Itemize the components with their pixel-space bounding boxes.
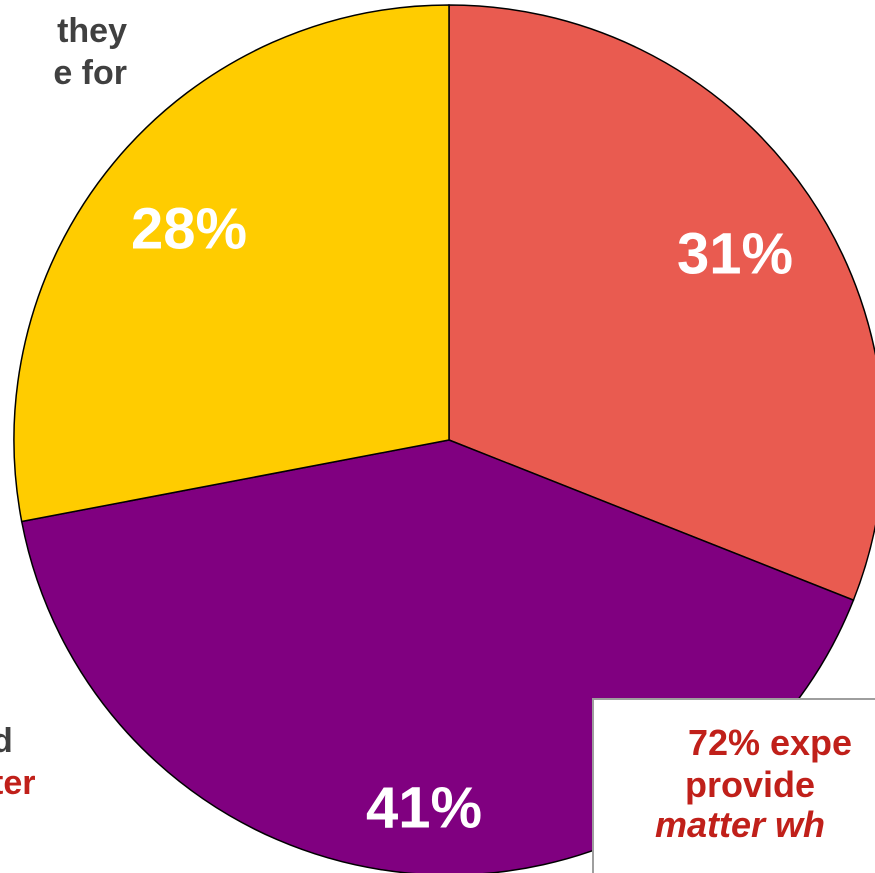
bottom-left-annotation-line-1: d xyxy=(0,722,13,760)
pie-slice-28 xyxy=(13,4,450,523)
pie-slice-label-31: 31% xyxy=(677,221,793,286)
bottom-left-annotation: d ter xyxy=(0,720,35,804)
pie-slice-label-41: 41% xyxy=(366,775,482,840)
callout-line-2: provide xyxy=(684,764,816,805)
top-left-annotation-line-1: they xyxy=(57,12,127,50)
bottom-left-annotation-line-2: ter xyxy=(0,764,36,802)
callout-line-1: 72% expe xyxy=(687,722,853,763)
callout-box: 72% expe provide matter wh xyxy=(592,698,875,873)
top-left-annotation: they e for xyxy=(53,10,127,94)
callout-line-3: matter wh xyxy=(654,804,826,845)
pie-slice-31 xyxy=(448,4,875,602)
top-left-annotation-line-2: e for xyxy=(53,54,127,92)
pie-slice-label-28: 28% xyxy=(131,196,247,261)
pie-labels: 31% 41% 28% xyxy=(131,196,793,840)
